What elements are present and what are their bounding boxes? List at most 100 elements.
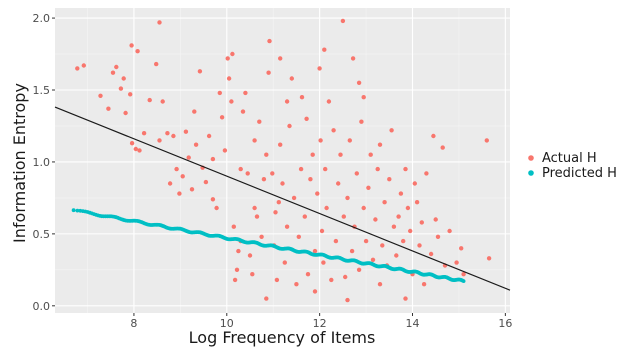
point-actual (129, 141, 135, 146)
point-actual (284, 99, 290, 104)
point-actual (252, 138, 257, 143)
point-actual (373, 217, 378, 222)
point-actual (273, 210, 278, 215)
point-actual (123, 110, 128, 116)
point-actual (370, 257, 376, 262)
point-actual (225, 56, 230, 61)
point-actual (203, 179, 209, 185)
point-actual (459, 246, 464, 251)
point-actual (238, 166, 243, 172)
point-actual (81, 63, 87, 68)
point-actual (361, 205, 366, 211)
legend: Actual H Predicted H (528, 151, 617, 181)
point-actual (261, 177, 267, 182)
point-actual (192, 109, 197, 114)
point-actual (424, 171, 429, 176)
point-actual (226, 76, 232, 81)
point-actual (377, 282, 383, 287)
point-actual (321, 260, 326, 265)
point-actual (387, 177, 392, 182)
point-actual (189, 187, 195, 192)
point-actual (284, 224, 290, 229)
point-actual (287, 123, 292, 129)
point-actual (114, 64, 119, 70)
point-actual (322, 47, 327, 52)
point-actual (454, 260, 459, 265)
point-actual (236, 248, 241, 254)
point-actual (312, 289, 318, 294)
legend-key-predicted (528, 170, 534, 176)
x-tick-label: 12 (313, 317, 327, 330)
point-actual (341, 214, 346, 219)
point-actual (252, 205, 257, 211)
point-actual (361, 95, 366, 100)
point-actual (324, 205, 329, 211)
point-actual (345, 195, 350, 201)
point-actual (326, 99, 332, 104)
point-actual (440, 145, 445, 150)
point-actual (276, 200, 281, 205)
point-actual (160, 99, 165, 104)
point-actual (147, 97, 152, 103)
point-actual (380, 243, 385, 248)
point-actual (210, 156, 216, 162)
point-actual (363, 238, 369, 244)
point-actual (135, 49, 140, 54)
point-actual (408, 228, 413, 234)
point-actual (302, 214, 307, 219)
point-actual (193, 142, 199, 147)
point-actual (266, 70, 271, 75)
point-actual (234, 267, 240, 272)
data-marks (54, 18, 511, 303)
point-actual (232, 277, 238, 283)
point-actual (377, 142, 383, 147)
point-actual (336, 181, 341, 186)
point-actual (329, 277, 334, 283)
point-actual (343, 274, 348, 280)
point-actual (391, 224, 397, 229)
point-actual (312, 248, 318, 254)
point-actual (298, 166, 304, 172)
x-tick-label: 16 (498, 317, 512, 330)
point-actual (366, 185, 371, 190)
point-actual (428, 251, 434, 257)
legend-key-actual (528, 155, 534, 161)
point-actual (278, 56, 283, 61)
y-tick-label: 1.5 (33, 84, 51, 97)
point-actual (264, 296, 269, 301)
point-actual (210, 197, 216, 202)
point-actual (294, 282, 299, 287)
point-actual (419, 220, 424, 225)
point-predicted (75, 208, 80, 213)
point-actual (110, 70, 116, 75)
point-actual (291, 195, 297, 201)
point-actual (167, 181, 173, 186)
point-actual (338, 152, 343, 157)
point-actual (315, 191, 320, 196)
point-actual (270, 171, 275, 176)
point-actual (245, 171, 250, 176)
point-actual (278, 142, 283, 147)
point-actual (274, 277, 280, 283)
point-actual (75, 66, 80, 71)
point-actual (133, 146, 138, 152)
point-actual (431, 133, 436, 139)
y-tick-label: 1.0 (33, 156, 51, 169)
point-actual (259, 234, 264, 239)
point-actual (435, 234, 441, 239)
point-actual (254, 214, 260, 219)
grid (55, 8, 510, 313)
point-actual (217, 90, 222, 96)
point-actual (157, 138, 162, 143)
point-actual (403, 296, 408, 301)
point-actual (282, 260, 287, 265)
point-actual (331, 128, 336, 133)
point-actual (345, 297, 350, 303)
point-actual (229, 99, 234, 104)
y-tick-label: 2.0 (33, 12, 51, 25)
point-actual (356, 267, 362, 272)
series-predicted (71, 208, 466, 283)
point-actual (349, 248, 355, 254)
point-actual (267, 38, 272, 44)
point-actual (231, 224, 236, 229)
